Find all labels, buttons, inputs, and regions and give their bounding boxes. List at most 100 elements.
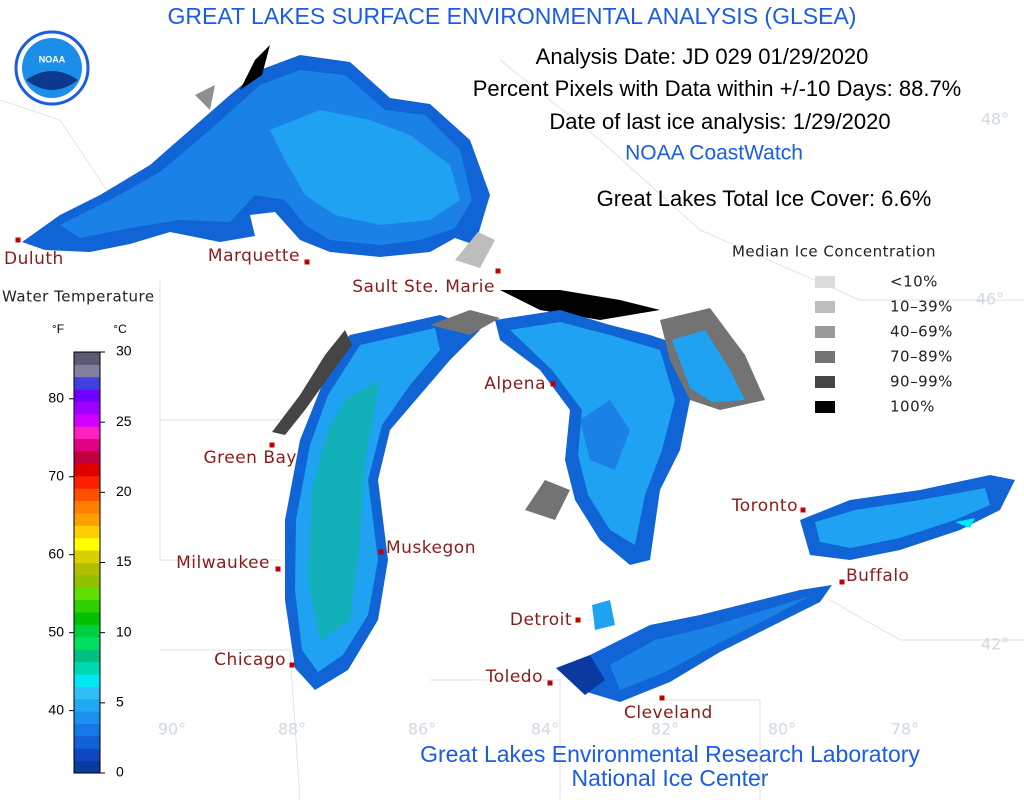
city-marker: [659, 695, 665, 701]
graticule-label: 84°: [531, 720, 559, 739]
source: NOAA CoastWatch: [625, 142, 803, 165]
lake-core: [270, 110, 460, 225]
analysis-date: Analysis Date: JD 029 01/29/2020: [536, 44, 869, 69]
colorbar-band: [74, 463, 100, 477]
colorbar-band: [74, 624, 100, 638]
city-marker: [269, 442, 275, 448]
colorbar-band: [74, 760, 100, 774]
lake-core: [580, 400, 630, 470]
city-label: Cleveland: [624, 703, 713, 723]
city-marker: [575, 617, 581, 623]
city-label: Buffalo: [846, 566, 909, 586]
colorbar-band: [74, 438, 100, 452]
colorbar-band: [74, 376, 100, 390]
lake-core: [308, 380, 380, 640]
logo-wave: [26, 71, 78, 90]
colorbar-band: [74, 661, 100, 675]
legend-swatch: [815, 351, 835, 363]
colorbar-band: [74, 711, 100, 724]
colorbar-band: [74, 649, 100, 663]
city-marker: [495, 268, 501, 274]
c-tick-label: 15: [116, 553, 132, 569]
city-marker: [550, 381, 556, 387]
colorbar-band: [74, 698, 100, 712]
city-marker: [275, 566, 281, 572]
colorbar-band: [74, 636, 100, 650]
legend-label: 40–69%: [890, 323, 953, 341]
city-label: Sault Ste. Marie: [352, 277, 495, 297]
graticule-label: 82°: [651, 720, 679, 739]
lake-ontario: [800, 475, 1015, 560]
colorbar-band: [74, 612, 100, 625]
noaa-logo: NOAA: [14, 30, 90, 106]
percent-pixels: Percent Pixels with Data within +/-10 Da…: [473, 76, 962, 101]
city-label: Milwaukee: [176, 553, 270, 573]
city-marker: [289, 662, 295, 668]
city-marker: [304, 259, 310, 265]
colorbar-band: [74, 475, 100, 489]
colorbar-band: [74, 537, 100, 551]
city-marker: [378, 549, 384, 555]
lake-huron: [430, 290, 765, 565]
city-label: Detroit: [510, 610, 572, 630]
ice-patch: [500, 290, 660, 320]
border-line: [430, 679, 561, 800]
colorbar-band: [74, 389, 100, 403]
ice-analysis-date: Date of last ice analysis: 1/29/2020: [549, 109, 890, 134]
colorbar: Water Temperature °F °C 0 5 10 15 20 25 30 40 50…: [2, 288, 154, 780]
graticule-labels: 48° 46° 42° 90° 88° 86° 84° 82° 80° 78°: [158, 110, 1009, 739]
city-marker: [15, 237, 21, 243]
c-tick-label: 25: [116, 413, 132, 429]
graticule-label: 88°: [278, 720, 306, 739]
c-tick-label: 30: [116, 343, 132, 359]
c-tick-label: 20: [116, 483, 132, 499]
colorbar-band: [74, 748, 100, 762]
f-unit: °F: [52, 322, 64, 336]
city-label: Toronto: [731, 496, 798, 516]
colorbar-band: [74, 451, 100, 464]
colorbar-band: [74, 401, 100, 415]
colorbar-band: [74, 426, 100, 440]
colorbar-band: [74, 550, 100, 563]
lake-st-clair: [592, 600, 615, 630]
lake-superior: [22, 45, 495, 268]
ice-patch: [455, 232, 495, 268]
lake-inner: [610, 596, 810, 690]
colorbar-band: [74, 525, 100, 539]
colorbar-band: [74, 413, 100, 427]
legend-label: <10%: [890, 273, 938, 291]
graticule-label: 90°: [158, 720, 186, 739]
border-line: [829, 599, 1024, 641]
c-tick-label: 10: [116, 623, 132, 639]
colorbar-band: [74, 352, 100, 365]
lake-erie: [556, 585, 832, 702]
footer-line-1: Great Lakes Environmental Research Labor…: [420, 741, 920, 767]
city-label: Duluth: [4, 249, 64, 269]
ice-patch: [430, 310, 500, 335]
borders: [0, 59, 1024, 800]
city-label: Muskegon: [386, 538, 476, 558]
f-tick-label: 60: [48, 545, 64, 561]
colorbar-band: [74, 562, 100, 576]
city-label: Chicago: [214, 650, 286, 670]
legend-label: 100%: [890, 398, 935, 416]
map-title: GREAT LAKES SURFACE ENVIRONMENTAL ANALYS…: [168, 3, 857, 29]
city-label: Alpena: [484, 374, 546, 394]
border-line: [159, 280, 280, 561]
western-basin: [556, 655, 605, 695]
legend-label: 10–39%: [890, 298, 953, 316]
colorbar-band: [74, 500, 100, 514]
ice-legend: Median Ice Concentration <10% 10–39% 40–69…: [732, 243, 953, 416]
colorbar-band: [74, 574, 100, 588]
legend-swatch: [815, 276, 835, 288]
cities: Duluth Marquette Sault Ste. Marie Green Bay…: [4, 237, 909, 723]
colorbar-band: [74, 364, 100, 378]
graticule-label: 42°: [981, 635, 1009, 654]
graticule-label: 78°: [891, 720, 919, 739]
lake-michigan: [272, 315, 480, 690]
lake-inner: [815, 488, 990, 548]
legend-label: 90–99%: [890, 373, 953, 391]
c-unit: °C: [113, 322, 127, 336]
c-tick-label: 0: [116, 764, 124, 780]
